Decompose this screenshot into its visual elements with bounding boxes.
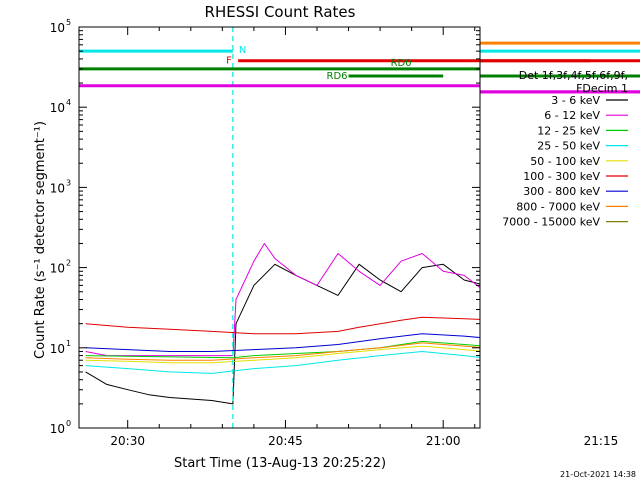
plot-frame [78, 26, 481, 429]
y-tick-exponent-1: 1 [66, 339, 71, 348]
series-line-4-segment-0 [85, 345, 480, 364]
legend-entry-label-0: 3 - 6 keV [551, 94, 600, 107]
x-tick-label-2: 21:00 [426, 434, 461, 448]
y-tick-label-4: 10 [50, 101, 65, 115]
y-tick-label-2: 10 [50, 262, 65, 276]
series-line-2-segment-0 [85, 340, 480, 359]
legend-header-line-1: FDecim 1 [576, 82, 628, 95]
y-tick-label-0: 10 [50, 422, 65, 436]
y-axis-label: Count Rate (s⁻¹ detector segment⁻¹) [33, 121, 48, 359]
y-tick-exponent-2: 2 [66, 259, 71, 268]
series-line-3-segment-0 [85, 351, 480, 374]
series-group [85, 243, 480, 405]
timestamp-annotation: 21-Oct-2021 14:38 [560, 470, 636, 479]
legend-entry-label-2: 12 - 25 keV [537, 124, 600, 137]
plot-area: NFRD0RD6SAQA110010110210310410520:3020:4… [50, 18, 640, 448]
legend-header-line-0: Det 1f,3f,4f,5f,6f,9f, [519, 69, 628, 82]
x-axis-label: Start Time (13-Aug-13 20:25:22) [174, 456, 386, 471]
flag-label-f: F [226, 56, 232, 67]
legend: Det 1f,3f,4f,5f,6f,9f,FDecim 13 - 6 keV 6… [502, 69, 628, 229]
legend-entry-label-5: 100 - 300 keV [523, 170, 600, 183]
series-line-5-segment-0 [85, 316, 480, 335]
flag-label-rd0: RD0 [391, 58, 412, 69]
y-tick-label-1: 10 [50, 342, 65, 356]
y-tick-exponent-0: 0 [66, 419, 71, 428]
legend-entry-label-6: 300 - 800 keV [523, 185, 600, 198]
chart-title: RHESSI Count Rates [205, 3, 356, 21]
legend-entry-label-7: 800 - 7000 keV [516, 200, 600, 213]
x-tick-label-1: 20:45 [268, 434, 303, 448]
y-tick-exponent-3: 3 [66, 178, 71, 187]
series-line-6-segment-0 [85, 333, 480, 352]
series-line-7-segment-0 [85, 342, 480, 361]
legend-entry-label-8: 7000 - 15000 keV [502, 216, 600, 229]
x-tick-label-3: 21:15 [584, 434, 619, 448]
y-tick-exponent-5: 5 [66, 18, 71, 27]
legend-entry-label-4: 50 - 100 keV [530, 155, 600, 168]
legend-entry-label-1: 6 - 12 keV [544, 109, 600, 122]
series-line-1-segment-0 [85, 243, 480, 357]
series-line-0-segment-0 [85, 263, 480, 405]
y-tick-label-5: 10 [50, 21, 65, 35]
y-tick-exponent-4: 4 [66, 98, 71, 107]
y-tick-label-3: 10 [50, 181, 65, 195]
legend-entry-label-3: 25 - 50 keV [537, 140, 600, 153]
x-tick-label-0: 20:30 [110, 434, 145, 448]
flag-label-n: N [239, 45, 246, 56]
flag-label-rd6: RD6 [327, 71, 348, 82]
